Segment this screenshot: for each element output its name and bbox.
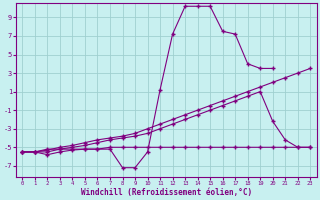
X-axis label: Windchill (Refroidissement éolien,°C): Windchill (Refroidissement éolien,°C) [81,188,252,197]
